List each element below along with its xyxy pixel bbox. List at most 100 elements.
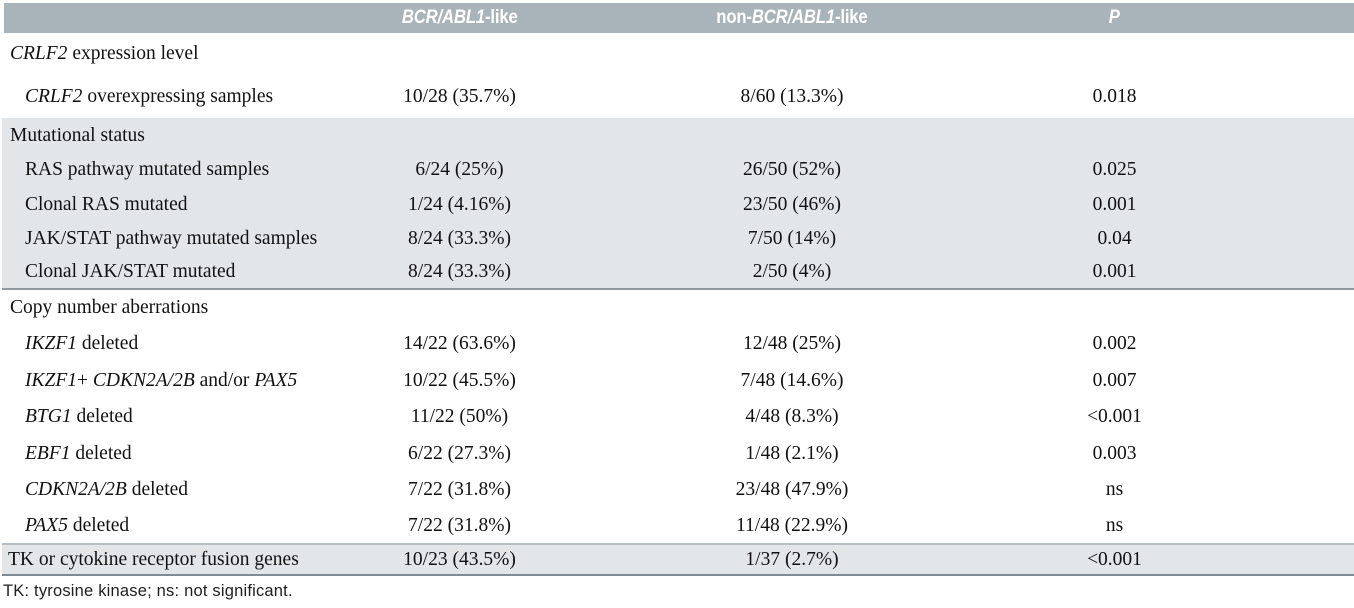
- row-label: Mutational status: [2, 118, 342, 153]
- bcr-abl1-like-value: 6/22 (27.3%): [342, 435, 577, 472]
- bcr-abl1-like-value: [342, 118, 577, 153]
- p-value: <0.001: [1007, 399, 1222, 435]
- table-body: CRLF2 expression level CRLF2 overexpressi…: [2, 33, 1354, 576]
- p-value: ns: [1007, 472, 1222, 508]
- table-row: TK or cytokine receptor fusion genes 10/2…: [2, 543, 1354, 576]
- p-value: [1007, 33, 1222, 75]
- row-label: EBF1 deleted: [2, 435, 342, 472]
- table-row: EBF1 deleted 6/22 (27.3%) 1/48 (2.1%) 0.003: [2, 435, 1354, 472]
- row-spacer: [1222, 326, 1354, 362]
- row-label: Copy number aberrations: [2, 289, 342, 326]
- header-label-non-bcr-abl1-like: non-BCR/ABL1-like: [716, 7, 868, 28]
- bcr-abl1-like-value: 11/22 (50%): [342, 399, 577, 435]
- header-cell-spacer: [1222, 3, 1354, 33]
- non-bcr-abl1-like-value: 7/48 (14.6%): [577, 362, 1007, 399]
- table-header: BCR/ABL1-like non-BCR/ABL1-like P: [0, 3, 1354, 33]
- p-value: <0.001: [1007, 543, 1222, 576]
- p-value: 0.001: [1007, 187, 1222, 222]
- p-value: 0.025: [1007, 153, 1222, 187]
- row-spacer: [1222, 472, 1354, 508]
- p-value: 0.04: [1007, 222, 1222, 256]
- row-label: IKZF1+ CDKN2A/2B and/or PAX5: [2, 362, 342, 399]
- table-row: Copy number aberrations: [2, 289, 1354, 326]
- table-row: CRLF2 overexpressing samples 10/28 (35.7%…: [2, 75, 1354, 118]
- row-spacer: [1222, 187, 1354, 222]
- non-bcr-abl1-like-value: 2/50 (4%): [577, 256, 1007, 290]
- bcr-abl1-like-value: 10/22 (45.5%): [342, 362, 577, 399]
- row-label: CRLF2 overexpressing samples: [2, 75, 342, 118]
- bcr-abl1-like-value: 8/24 (33.3%): [342, 256, 577, 290]
- table-row: CRLF2 expression level: [2, 33, 1354, 75]
- non-bcr-abl1-like-value: [577, 289, 1007, 326]
- non-bcr-abl1-like-value: 7/50 (14%): [577, 222, 1007, 256]
- p-value: 0.003: [1007, 435, 1222, 472]
- row-spacer: [1222, 256, 1354, 290]
- row-spacer: [1222, 222, 1354, 256]
- table-row: Clonal RAS mutated 1/24 (4.16%) 23/50 (46%…: [2, 187, 1354, 222]
- non-bcr-abl1-like-value: [577, 118, 1007, 153]
- non-bcr-abl1-like-value: [577, 33, 1007, 75]
- table-row: Mutational status: [2, 118, 1354, 153]
- bcr-abl1-like-value: [342, 289, 577, 326]
- row-spacer: [1222, 399, 1354, 435]
- row-spacer: [1222, 118, 1354, 153]
- bcr-abl1-like-value: 10/23 (43.5%): [342, 543, 577, 576]
- table-row: Clonal JAK/STAT mutated 8/24 (33.3%) 2/50 …: [2, 256, 1354, 290]
- row-spacer: [1222, 153, 1354, 187]
- row-label: JAK/STAT pathway mutated samples: [2, 222, 342, 256]
- non-bcr-abl1-like-value: 12/48 (25%): [577, 326, 1007, 362]
- table-row: BTG1 deleted 11/22 (50%) 4/48 (8.3%) <0.001: [2, 399, 1354, 435]
- row-spacer: [1222, 33, 1354, 75]
- bcr-abl1-like-value: 1/24 (4.16%): [342, 187, 577, 222]
- p-value: ns: [1007, 508, 1222, 544]
- header-cell-bcr-abl1-like: BCR/ABL1-like: [342, 3, 577, 33]
- non-bcr-abl1-like-value: 8/60 (13.3%): [577, 75, 1007, 118]
- row-label: TK or cytokine receptor fusion genes: [2, 543, 342, 576]
- p-value: 0.001: [1007, 256, 1222, 290]
- bcr-abl1-like-value: 8/24 (33.3%): [342, 222, 577, 256]
- row-spacer: [1222, 508, 1354, 544]
- header-label-bcr-abl1-like: BCR/ABL1-like: [401, 7, 518, 28]
- table-row: CDKN2A/2B deleted 7/22 (31.8%) 23/48 (47.9…: [2, 472, 1354, 508]
- bcr-abl1-like-value: 10/28 (35.7%): [342, 75, 577, 118]
- comparison-table: BCR/ABL1-like non-BCR/ABL1-like P CRLF2 …: [0, 3, 1354, 576]
- row-spacer: [1222, 362, 1354, 399]
- bcr-abl1-like-value: 7/22 (31.8%): [342, 472, 577, 508]
- table-row: IKZF1 deleted 14/22 (63.6%) 12/48 (25%) 0.0…: [2, 326, 1354, 362]
- p-value: 0.018: [1007, 75, 1222, 118]
- row-label: CRLF2 expression level: [2, 33, 342, 75]
- p-value: [1007, 118, 1222, 153]
- non-bcr-abl1-like-value: 26/50 (52%): [577, 153, 1007, 187]
- table-footnote: TK: tyrosine kinase; ns: not significant…: [3, 582, 293, 600]
- bcr-abl1-like-value: 7/22 (31.8%): [342, 508, 577, 544]
- non-bcr-abl1-like-value: 4/48 (8.3%): [577, 399, 1007, 435]
- p-value: 0.007: [1007, 362, 1222, 399]
- bcr-abl1-like-value: 6/24 (25%): [342, 153, 577, 187]
- row-label: CDKN2A/2B deleted: [2, 472, 342, 508]
- header-row: BCR/ABL1-like non-BCR/ABL1-like P: [0, 3, 1354, 33]
- header-cell-p-value: P: [1007, 3, 1222, 33]
- non-bcr-abl1-like-value: 11/48 (22.9%): [577, 508, 1007, 544]
- row-label: PAX5 deleted: [2, 508, 342, 544]
- table-row: RAS pathway mutated samples 6/24 (25%) 26/…: [2, 153, 1354, 187]
- table-row: PAX5 deleted 7/22 (31.8%) 11/48 (22.9%) ns: [2, 508, 1354, 544]
- row-label: Clonal RAS mutated: [2, 187, 342, 222]
- p-value: 0.002: [1007, 326, 1222, 362]
- row-label: BTG1 deleted: [2, 399, 342, 435]
- non-bcr-abl1-like-value: 1/37 (2.7%): [577, 543, 1007, 576]
- row-spacer: [1222, 543, 1354, 576]
- table-row: JAK/STAT pathway mutated samples 8/24 (33…: [2, 222, 1354, 256]
- header-label-p: P: [1108, 7, 1120, 28]
- non-bcr-abl1-like-value: 1/48 (2.1%): [577, 435, 1007, 472]
- header-cell-empty: [0, 3, 342, 33]
- row-spacer: [1222, 75, 1354, 118]
- non-bcr-abl1-like-value: 23/50 (46%): [577, 187, 1007, 222]
- row-label: RAS pathway mutated samples: [2, 153, 342, 187]
- table-row: IKZF1+ CDKN2A/2B and/or PAX5 10/22 (45.5%…: [2, 362, 1354, 399]
- bcr-abl1-like-value: [342, 33, 577, 75]
- row-spacer: [1222, 435, 1354, 472]
- p-value: [1007, 289, 1222, 326]
- row-spacer: [1222, 289, 1354, 326]
- row-label: IKZF1 deleted: [2, 326, 342, 362]
